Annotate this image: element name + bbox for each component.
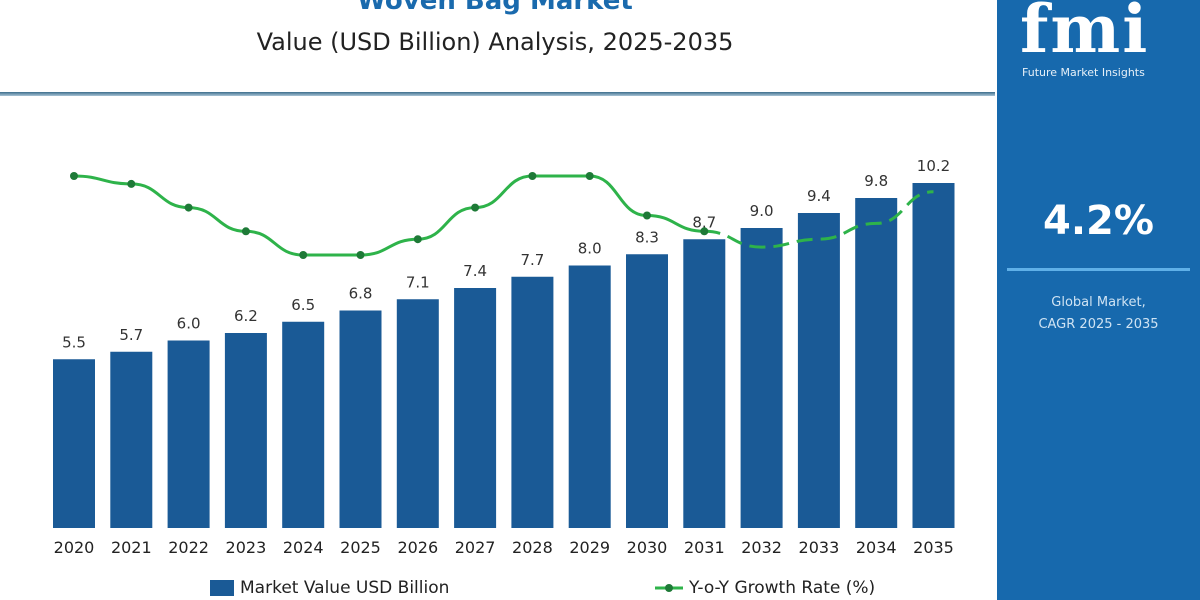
x-tick-2024: 2024 bbox=[283, 538, 324, 557]
cagr-label-line1: Global Market, bbox=[1051, 295, 1146, 310]
bar-2034 bbox=[855, 198, 898, 528]
growth-point-2031 bbox=[700, 227, 709, 236]
brand-name: Future Market Insights bbox=[1022, 66, 1145, 79]
x-tick-2029: 2029 bbox=[569, 538, 610, 557]
x-tick-2031: 2031 bbox=[684, 538, 725, 557]
growth-point-2029 bbox=[585, 172, 594, 180]
x-tick-2033: 2033 bbox=[799, 538, 840, 557]
x-tick-2021: 2021 bbox=[111, 538, 152, 557]
bar-2028 bbox=[511, 276, 554, 528]
growth-line-dashed bbox=[704, 190, 934, 249]
data-label-2026: 7.1 bbox=[406, 273, 430, 291]
bar-2025 bbox=[339, 310, 382, 528]
legend-line-label: Y-o-Y Growth Rate (%) bbox=[689, 578, 876, 598]
bar-2022 bbox=[167, 340, 210, 528]
growth-point-2021 bbox=[127, 179, 136, 188]
x-tick-2022: 2022 bbox=[168, 538, 209, 557]
x-tick-2026: 2026 bbox=[397, 538, 438, 557]
x-tick-2034: 2034 bbox=[856, 538, 897, 557]
growth-point-2023 bbox=[241, 227, 250, 236]
data-label-2023: 6.2 bbox=[234, 307, 258, 325]
x-tick-2032: 2032 bbox=[741, 538, 782, 557]
cagr-divider bbox=[1007, 268, 1190, 271]
x-tick-2023: 2023 bbox=[226, 538, 267, 557]
data-label-2028: 7.7 bbox=[520, 251, 544, 269]
data-label-2021: 5.7 bbox=[119, 326, 143, 344]
data-label-2030: 8.3 bbox=[635, 228, 659, 246]
header-divider bbox=[0, 92, 995, 96]
chart-area: 5.5 2020 5.7 2021 6.0 2022 6.2 2023 6.5 2024 6.8 20… bbox=[53, 157, 955, 557]
bar-2020 bbox=[53, 359, 95, 528]
data-label-2031: 8.7 bbox=[692, 213, 716, 231]
bar-2030 bbox=[626, 254, 668, 528]
cagr-label: Global Market, CAGR 2025 - 2035 bbox=[997, 292, 1200, 336]
growth-point-2025 bbox=[356, 251, 365, 259]
bar-2035 bbox=[912, 183, 955, 528]
growth-point-2024 bbox=[299, 251, 308, 259]
legend-bar-swatch bbox=[210, 580, 234, 596]
bar-2029 bbox=[568, 265, 611, 528]
growth-point-2022 bbox=[184, 203, 193, 212]
legend-bar-label: Market Value USD Billion bbox=[240, 578, 450, 598]
data-label-2029: 8.0 bbox=[578, 240, 602, 258]
cagr-value: 4.2% bbox=[1043, 198, 1154, 244]
chart-subtitle: Value (USD Billion) Analysis, 2025-2035 bbox=[256, 28, 734, 56]
x-tick-2025: 2025 bbox=[340, 538, 381, 557]
bar-2031 bbox=[683, 239, 726, 528]
data-label-2032: 9.0 bbox=[750, 202, 774, 220]
growth-point-2030 bbox=[643, 211, 651, 220]
data-label-2020: 5.5 bbox=[62, 333, 86, 351]
legend-line-swatch bbox=[655, 584, 683, 592]
growth-point-2020 bbox=[70, 172, 78, 180]
chart-title: Woven Bag Market bbox=[357, 0, 633, 16]
x-tick-2028: 2028 bbox=[512, 538, 553, 557]
fmi-logo: fmi bbox=[1020, 0, 1150, 68]
bar-2024 bbox=[282, 321, 325, 528]
x-tick-2035: 2035 bbox=[913, 538, 954, 557]
growth-point-2026 bbox=[413, 235, 422, 244]
data-label-2025: 6.8 bbox=[349, 285, 373, 303]
bar-2021 bbox=[110, 351, 153, 528]
x-tick-2020: 2020 bbox=[54, 538, 95, 557]
bar-2023 bbox=[224, 333, 267, 528]
growth-point-2028 bbox=[528, 172, 537, 180]
data-label-2024: 6.5 bbox=[291, 296, 315, 314]
bar-2026 bbox=[396, 299, 439, 528]
cagr-label-line2: CAGR 2025 - 2035 bbox=[1038, 317, 1159, 332]
legend-line: Y-o-Y Growth Rate (%) bbox=[655, 578, 875, 598]
growth-point-2027 bbox=[471, 203, 480, 212]
bar-2032 bbox=[740, 228, 783, 528]
data-label-2035: 10.2 bbox=[917, 157, 950, 175]
x-tick-2027: 2027 bbox=[455, 538, 496, 557]
side-panel bbox=[997, 0, 1200, 600]
data-label-2022: 6.0 bbox=[177, 315, 201, 333]
x-tick-2030: 2030 bbox=[627, 538, 668, 557]
data-label-2034: 9.8 bbox=[864, 172, 888, 190]
legend-bar: Market Value USD Billion bbox=[210, 578, 449, 598]
growth-line-solid bbox=[73, 174, 705, 257]
bar-2027 bbox=[454, 288, 497, 528]
data-label-2033: 9.4 bbox=[807, 187, 831, 205]
data-label-2027: 7.4 bbox=[463, 262, 487, 280]
bar-2033 bbox=[797, 213, 840, 528]
